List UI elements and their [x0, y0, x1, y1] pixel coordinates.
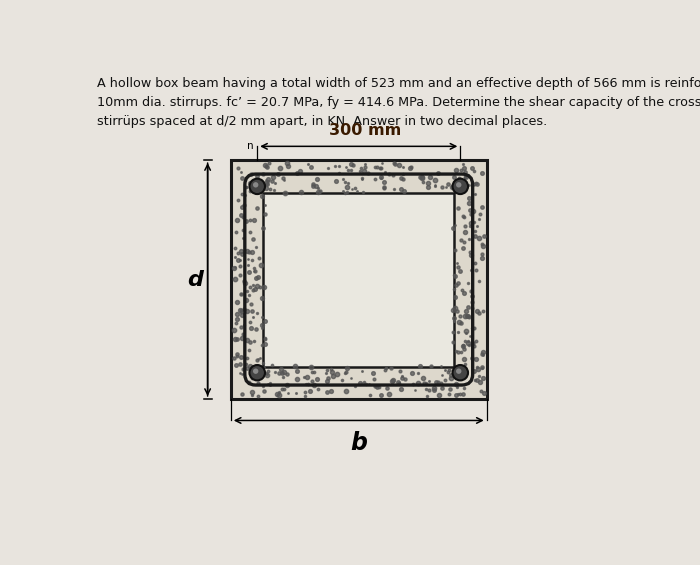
Bar [231, 160, 486, 399]
Circle shape [253, 368, 258, 374]
Circle shape [249, 179, 265, 194]
Circle shape [452, 365, 468, 380]
Circle shape [456, 182, 461, 188]
Text: b: b [350, 431, 368, 455]
Bar [263, 193, 454, 367]
Text: 300 mm: 300 mm [329, 123, 401, 138]
Text: A hollow box beam having a total width of 523 mm and an effective depth of 566 m: A hollow box beam having a total width o… [97, 77, 700, 128]
Text: d: d [188, 270, 203, 289]
Circle shape [456, 368, 461, 374]
Circle shape [249, 365, 265, 380]
Circle shape [452, 179, 468, 194]
Text: n: n [248, 141, 254, 150]
Circle shape [253, 182, 258, 188]
